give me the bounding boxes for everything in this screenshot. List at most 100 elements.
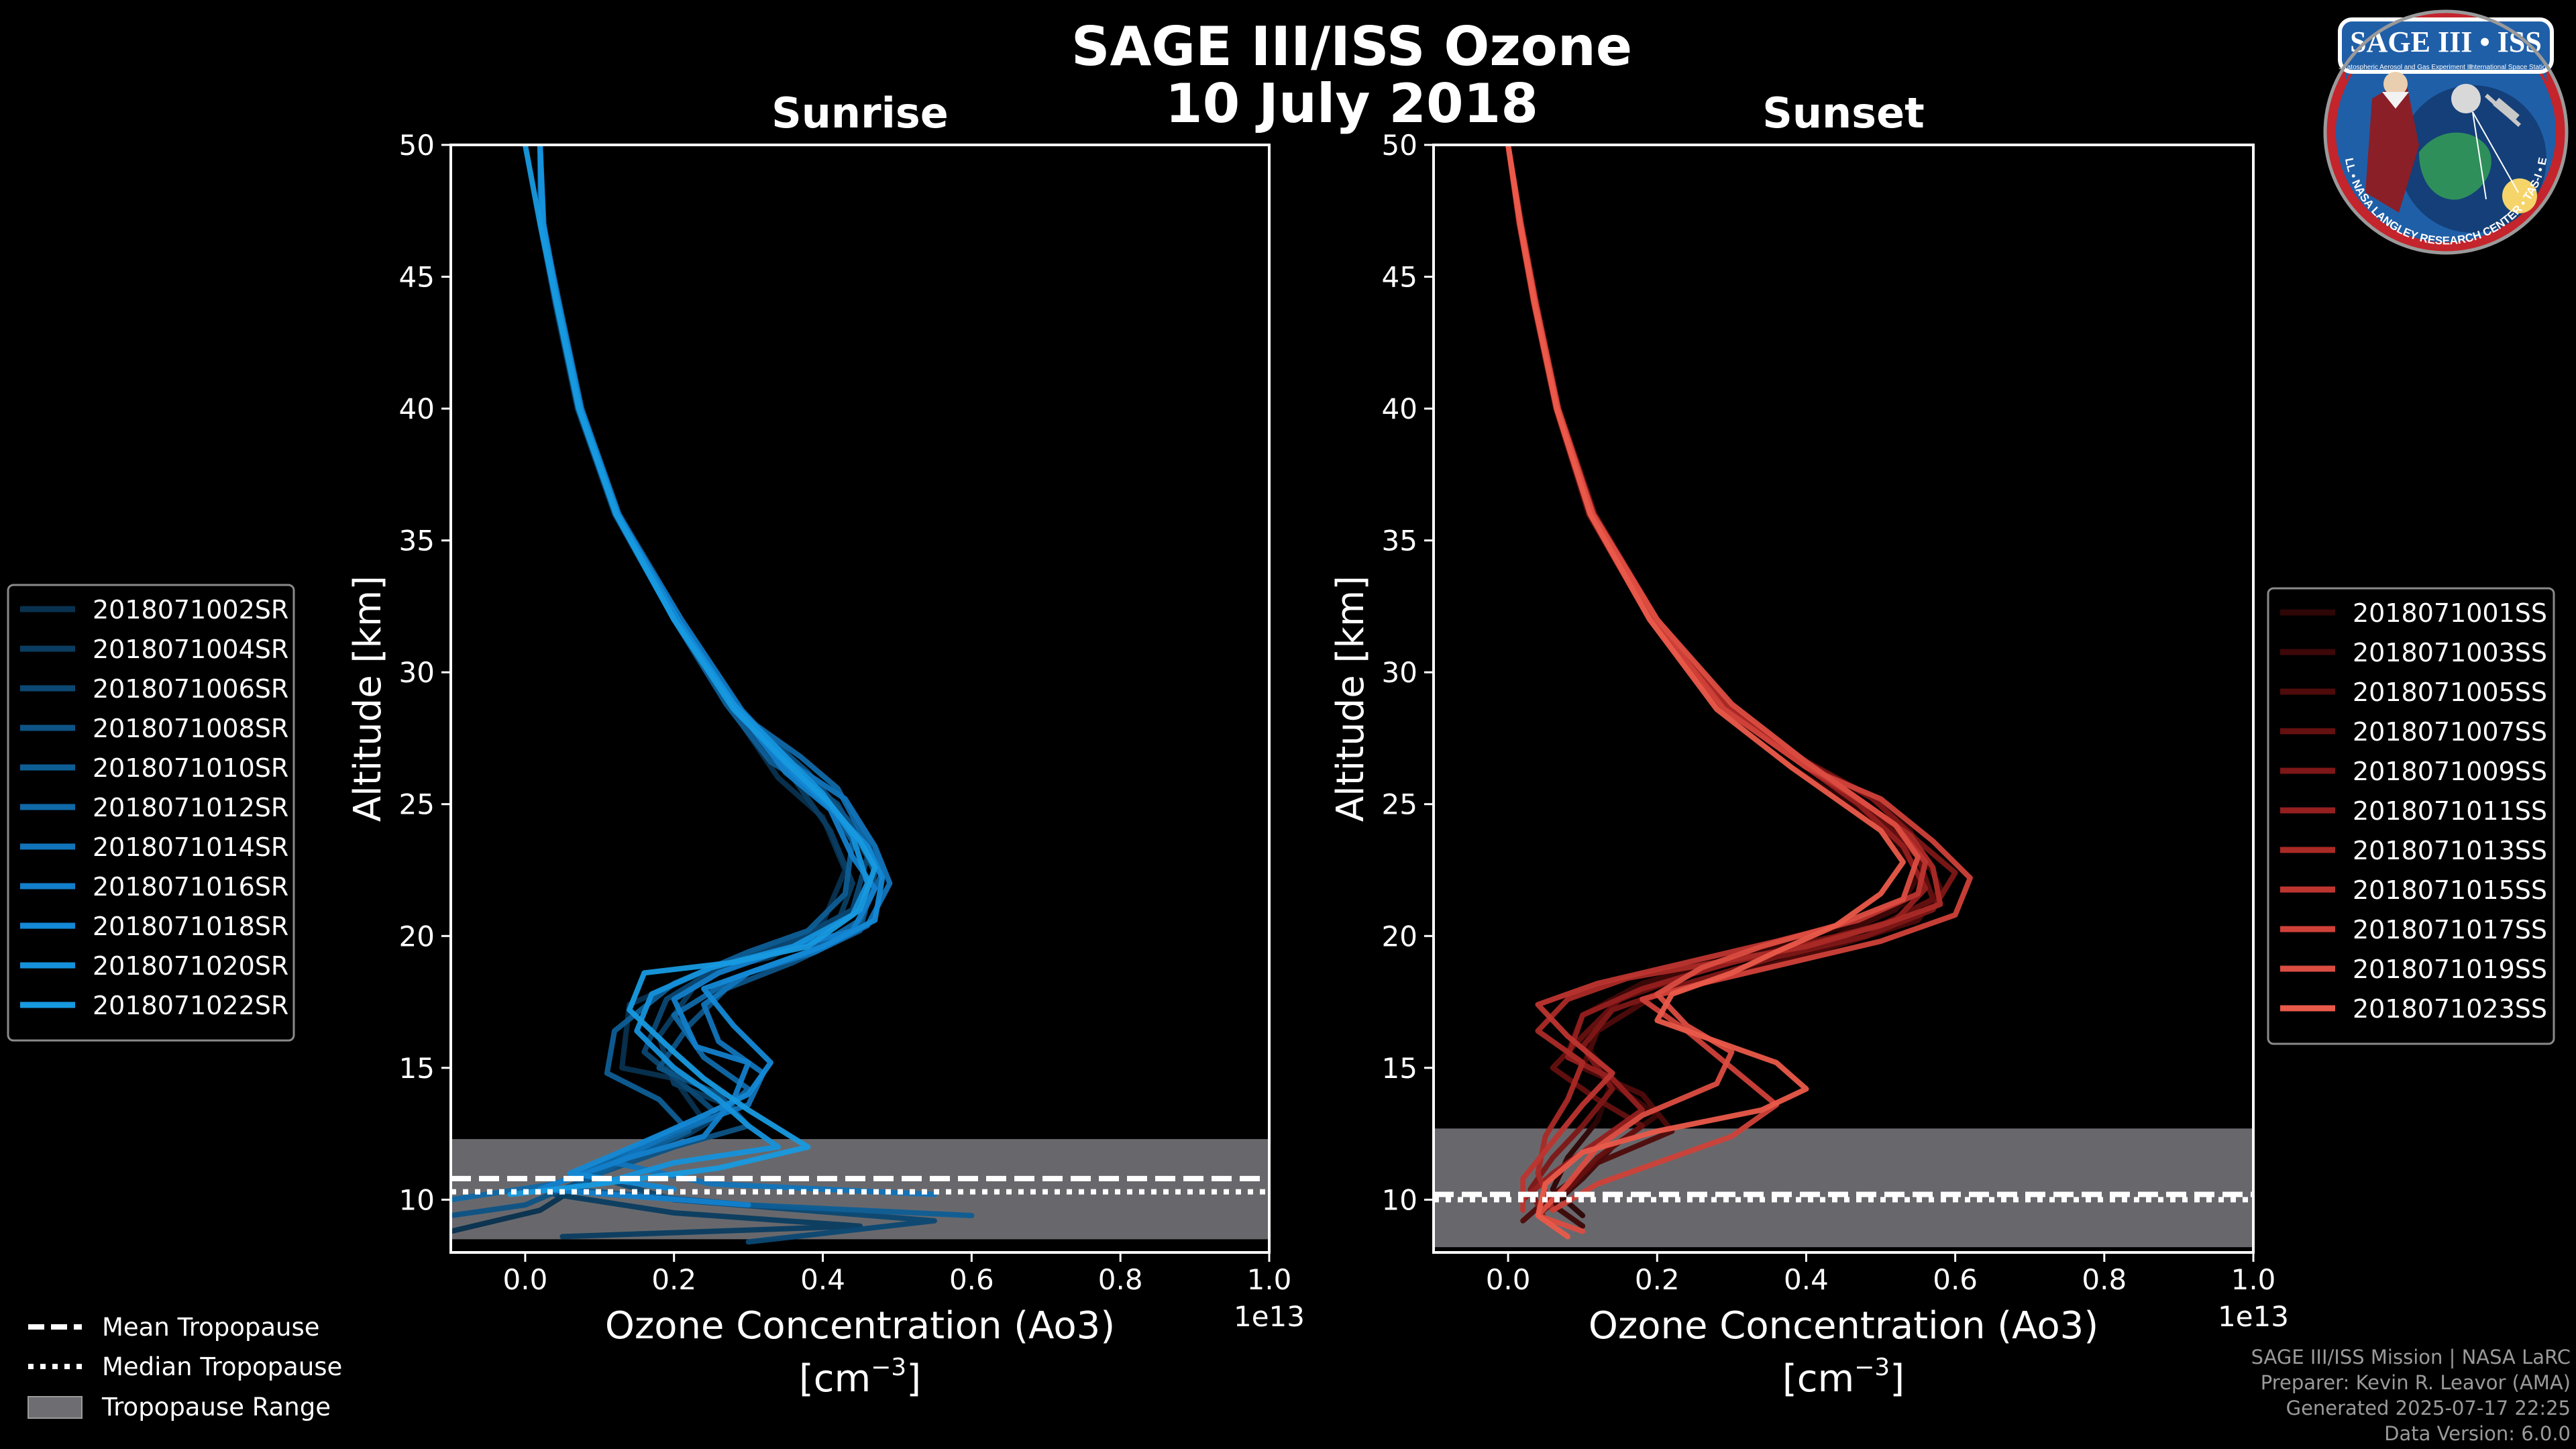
earth-landmass [2419, 132, 2491, 200]
sunset-ytick-label: 15 [1382, 1052, 1417, 1085]
sunrise-panel-title: Sunrise [771, 89, 949, 138]
sage-iii-iss-logo: SAGE III • ISS Stratospheric Aerosol and… [2323, 9, 2569, 255]
sunset-y-axis-label: Altitude [km] [1329, 576, 1373, 822]
sunrise-ytick-label: 35 [399, 525, 435, 557]
legend-label-2018071009SS: 2018071009SS [2353, 757, 2547, 786]
tropopause-range-label: Tropopause Range [101, 1393, 331, 1421]
legend-label-2018071005SS: 2018071005SS [2353, 678, 2547, 707]
sunrise-legend: 2018071002SR 2018071004SR 2018071006SR 2018… [7, 584, 295, 1042]
sunset-xtick-label: 0.8 [2082, 1263, 2127, 1296]
sunrise-ytick-label: 40 [399, 392, 435, 425]
footer-version: Data Version: 6.0.0 [2384, 1422, 2571, 1445]
sunset-axes-frame [1432, 144, 2255, 1254]
chart-panels: 0.0 0.2 0.4 0.6 0.8 1.0 10 15 20 25 30 35 40 45 50 1e13… [7, 89, 2555, 1401]
tropopause-legend: Mean Tropopause Median Tropopause Tropop… [28, 1313, 342, 1421]
legend-label-2018071006SR: 2018071006SR [93, 674, 288, 704]
sunset-x-axis-unit: [cm−3] [1782, 1354, 1904, 1401]
sun-icon [2502, 178, 2537, 213]
legend-label-2018071017SS: 2018071017SS [2353, 915, 2547, 945]
wizard-face [2383, 72, 2408, 96]
legend-label-2018071002SR: 2018071002SR [93, 595, 288, 625]
figure-title-line2: 10 July 2018 [1165, 72, 1538, 135]
series-line-2018071022SR [507, 145, 878, 1197]
series-line-2018071014SR [537, 145, 937, 1197]
series-line-2018071002SR [451, 145, 848, 1234]
legend-label-2018071014SR: 2018071014SR [93, 833, 288, 862]
legend-label-2018071011SS: 2018071011SS [2353, 796, 2547, 826]
sunset-ytick-label: 35 [1382, 525, 1417, 557]
sunset-ytick-label: 30 [1382, 656, 1417, 689]
legend-label-2018071019SS: 2018071019SS [2353, 955, 2547, 984]
sunset-panel: 0.0 0.2 0.4 0.6 0.8 1.0 10 15 20 25 30 35 40 45 50 1e13… [1329, 89, 2555, 1401]
sunset-ytick-label: 20 [1382, 920, 1417, 953]
sunrise-axes-frame [449, 144, 1271, 1254]
sunrise-xtick-label: 1.0 [1247, 1263, 1292, 1296]
series-line-2018071006SR [537, 145, 937, 1245]
legend-label-2018071016SR: 2018071016SR [93, 872, 288, 902]
sunset-offset-text: 1e13 [2218, 1300, 2289, 1333]
sunrise-ytick-label: 25 [399, 788, 435, 821]
sunrise-ytick-label: 10 [399, 1183, 435, 1216]
sunset-ytick-label: 25 [1382, 788, 1417, 821]
legend-label-2018071020SR: 2018071020SR [93, 951, 288, 981]
legend-label-2018071010SR: 2018071010SR [93, 753, 288, 783]
sunset-xtick-label: 0.2 [1635, 1263, 1680, 1296]
sunset-unit-close: ] [1890, 1357, 1904, 1401]
sunrise-ytick-label: 15 [399, 1052, 435, 1085]
footer-preparer: Preparer: Kevin R. Leavor (AMA) [2260, 1371, 2571, 1394]
sunset-panel-title: Sunset [1762, 89, 1925, 138]
sunset-x-axis-label: Ozone Concentration (Ao3) [1589, 1304, 2098, 1348]
legend-label-2018071015SS: 2018071015SS [2353, 875, 2547, 905]
sunrise-y-axis-label: Altitude [km] [346, 576, 390, 822]
moon-icon [2451, 84, 2481, 113]
sunrise-legend-box [7, 584, 295, 1042]
legend-label-2018071001SS: 2018071001SS [2353, 598, 2547, 628]
sunrise-x-axis-label: Ozone Concentration (Ao3) [605, 1304, 1115, 1348]
sunrise-ytick-label: 20 [399, 920, 435, 953]
legend-label-2018071003SS: 2018071003SS [2353, 638, 2547, 667]
legend-label-2018071022SR: 2018071022SR [93, 991, 288, 1020]
tropopause-range-swatch [28, 1396, 83, 1419]
sunset-legend: 2018071001SS 2018071003SS 2018071005SS 2018… [2267, 587, 2555, 1045]
sunset-legend-box [2267, 587, 2555, 1045]
sunrise-xtick-label: 0.8 [1098, 1263, 1143, 1296]
sunset-unit-exponent: −3 [1854, 1354, 1890, 1381]
sunrise-unit-exponent: −3 [871, 1354, 906, 1381]
sunrise-x-axis-unit: [cm−3] [799, 1354, 921, 1401]
logo-subtitle: Stratospheric Aerosol and Gas Experiment… [2339, 64, 2473, 71]
sunset-xtick-label: 1.0 [2231, 1263, 2276, 1296]
sunset-xtick-label: 0.4 [1784, 1263, 1829, 1296]
logo-title-plate [2338, 17, 2554, 74]
footer-generated: Generated 2025-07-17 22:25 [2286, 1397, 2571, 1419]
legend-label-2018071007SS: 2018071007SS [2353, 717, 2547, 747]
footer-credits: SAGE III/ISS Mission | NASA LaRC Prepare… [2251, 1344, 2571, 1446]
sunrise-ytick-label: 45 [399, 261, 435, 294]
sunrise-xtick-label: 0.2 [651, 1263, 696, 1296]
legend-label-2018071012SR: 2018071012SR [93, 793, 288, 822]
legend-label-2018071013SS: 2018071013SS [2353, 836, 2547, 865]
logo-iss-text: International Space Station [2469, 64, 2550, 71]
sunrise-offset-text: 1e13 [1234, 1300, 1305, 1333]
sunrise-panel: 0.0 0.2 0.4 0.6 0.8 1.0 10 15 20 25 30 35 40 45 50 1e13… [7, 89, 1305, 1401]
sunrise-series-group [451, 145, 975, 1245]
sunrise-xtick-label: 0.0 [503, 1263, 548, 1296]
sunset-ytick-label: 50 [1382, 129, 1417, 162]
wizard-robe [2365, 78, 2419, 213]
sunset-xtick-label: 0.6 [1933, 1263, 1978, 1296]
wizard-beard [2382, 92, 2409, 109]
median-tropopause-label: Median Tropopause [102, 1352, 342, 1381]
legend-label-2018071023SS: 2018071023SS [2353, 994, 2547, 1024]
footer-mission: SAGE III/ISS Mission | NASA LaRC [2251, 1346, 2571, 1368]
series-line-2018071010SR [537, 145, 975, 1218]
sunrise-xtick-label: 0.6 [949, 1263, 994, 1296]
sunrise-unit-base: [cm [799, 1357, 871, 1401]
sunrise-ytick-label: 30 [399, 656, 435, 689]
legend-label-2018071018SR: 2018071018SR [93, 912, 288, 941]
series-line-2018071018SR [537, 145, 885, 1192]
legend-label-2018071004SR: 2018071004SR [93, 635, 288, 664]
iss-icon [2493, 97, 2520, 123]
figure-title-line1: SAGE III/ISS Ozone [1071, 15, 1632, 78]
sunset-ytick-label: 45 [1382, 261, 1417, 294]
mean-tropopause-label: Mean Tropopause [102, 1313, 320, 1342]
